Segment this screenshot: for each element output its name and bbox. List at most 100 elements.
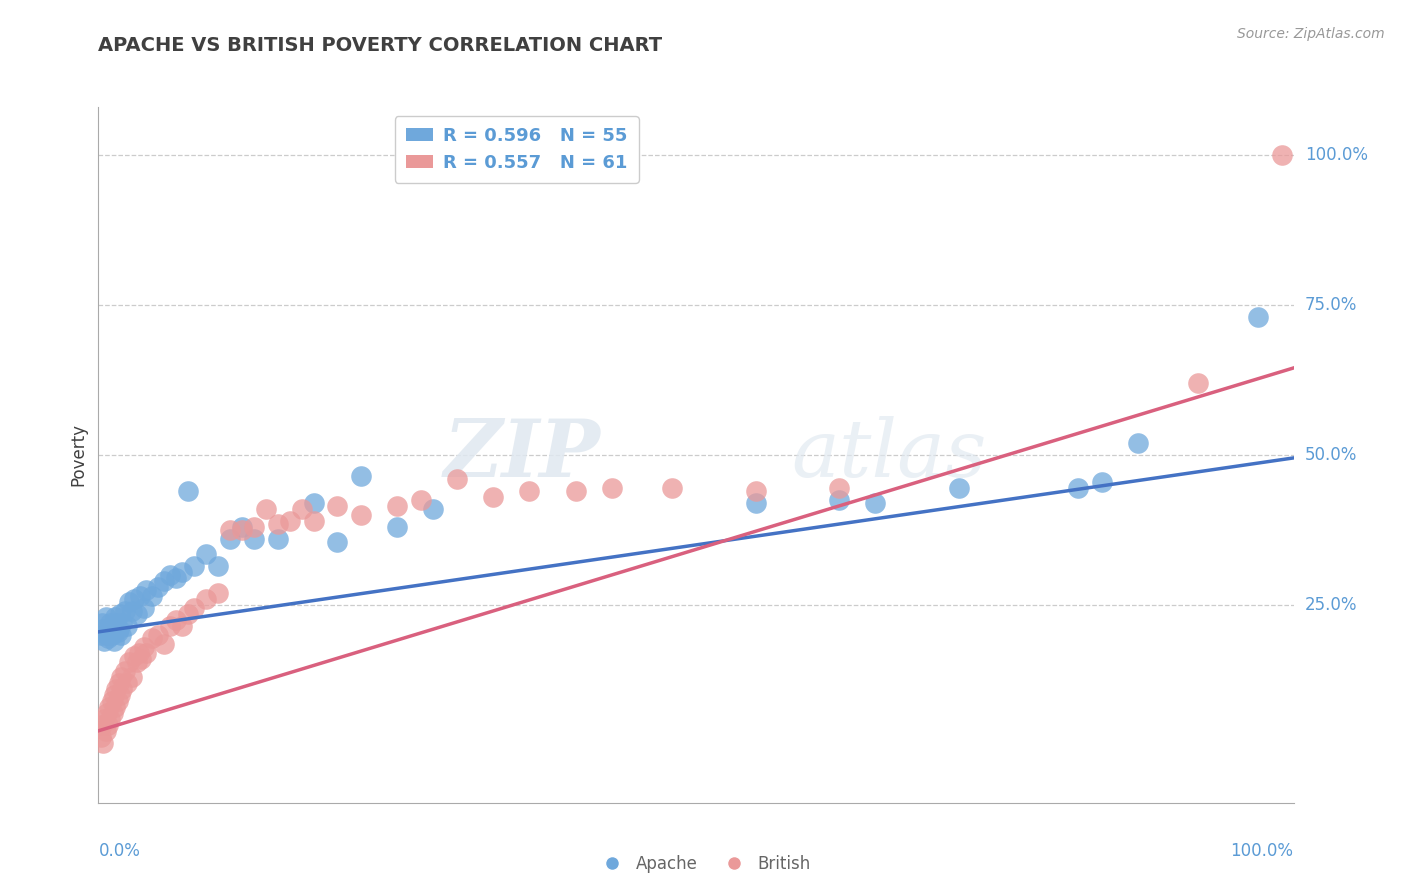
Point [219,532,242,546]
Point [231,520,253,534]
Point [131,652,153,666]
Point [135,582,157,597]
Point [115,676,138,690]
Point [177,607,200,621]
Point [1128,436,1150,450]
Point [141,631,163,645]
Point [153,574,176,588]
Text: 0.0%: 0.0% [98,842,141,860]
Y-axis label: Poverty: Poverty [69,424,87,486]
Point [114,604,136,618]
Point [159,567,181,582]
Point [110,670,132,684]
Point [1187,376,1209,390]
Point [97,718,120,732]
Point [302,514,325,528]
Point [91,736,114,750]
Point [243,520,266,534]
Point [98,699,121,714]
Point [411,492,433,507]
Point [107,624,129,639]
Point [93,633,115,648]
Text: Source: ZipAtlas.com: Source: ZipAtlas.com [1237,27,1385,41]
Point [481,490,505,504]
Point [195,591,218,606]
Point [121,604,143,618]
Point [101,619,124,633]
Point [350,469,373,483]
Point [107,694,129,708]
Point [565,483,588,498]
Point [278,514,301,528]
Point [97,631,120,645]
Point [118,595,141,609]
Text: ZIP: ZIP [443,417,600,493]
Text: 100.0%: 100.0% [1230,842,1294,860]
Point [132,600,155,615]
Point [745,483,768,498]
Point [94,610,117,624]
Point [177,483,200,498]
Text: atlas: atlas [792,417,987,493]
Point [107,622,129,636]
Legend: R = 0.596   N = 55, R = 0.557   N = 61: R = 0.596 N = 55, R = 0.557 N = 61 [395,116,638,183]
Point [231,523,253,537]
Point [865,496,887,510]
Point [254,502,277,516]
Point [91,718,114,732]
Point [1271,148,1294,162]
Point [91,615,114,630]
Text: 50.0%: 50.0% [1305,446,1357,464]
Point [183,600,205,615]
Point [385,499,409,513]
Point [141,589,163,603]
Text: 75.0%: 75.0% [1305,296,1357,314]
Point [165,571,187,585]
Point [148,580,170,594]
Point [93,712,115,726]
Point [1091,475,1114,489]
Point [111,681,134,696]
Point [302,496,325,510]
Point [326,499,349,513]
Point [1247,310,1270,324]
Point [90,730,112,744]
Point [132,640,155,654]
Point [207,586,229,600]
Point [125,655,148,669]
Point [159,619,181,633]
Point [291,502,314,516]
Point [828,481,851,495]
Point [104,699,127,714]
Point [148,628,170,642]
Point [118,655,141,669]
Legend: Apache, British: Apache, British [589,848,817,880]
Text: 25.0%: 25.0% [1305,596,1357,614]
Point [98,712,122,726]
Point [350,508,373,522]
Point [422,502,444,516]
Point [105,681,128,696]
Point [661,481,683,495]
Point [110,628,132,642]
Point [128,646,150,660]
Point [91,622,114,636]
Point [602,481,624,495]
Point [98,615,122,630]
Point [103,633,125,648]
Point [105,615,128,630]
Point [267,516,290,531]
Point [111,615,134,630]
Point [948,481,970,495]
Point [135,646,157,660]
Point [125,607,148,621]
Point [385,520,409,534]
Text: 100.0%: 100.0% [1305,146,1368,164]
Point [101,706,124,720]
Text: APACHE VS BRITISH POVERTY CORRELATION CHART: APACHE VS BRITISH POVERTY CORRELATION CH… [98,36,662,54]
Point [326,534,349,549]
Point [107,676,129,690]
Point [124,591,146,606]
Point [98,622,121,636]
Point [267,532,290,546]
